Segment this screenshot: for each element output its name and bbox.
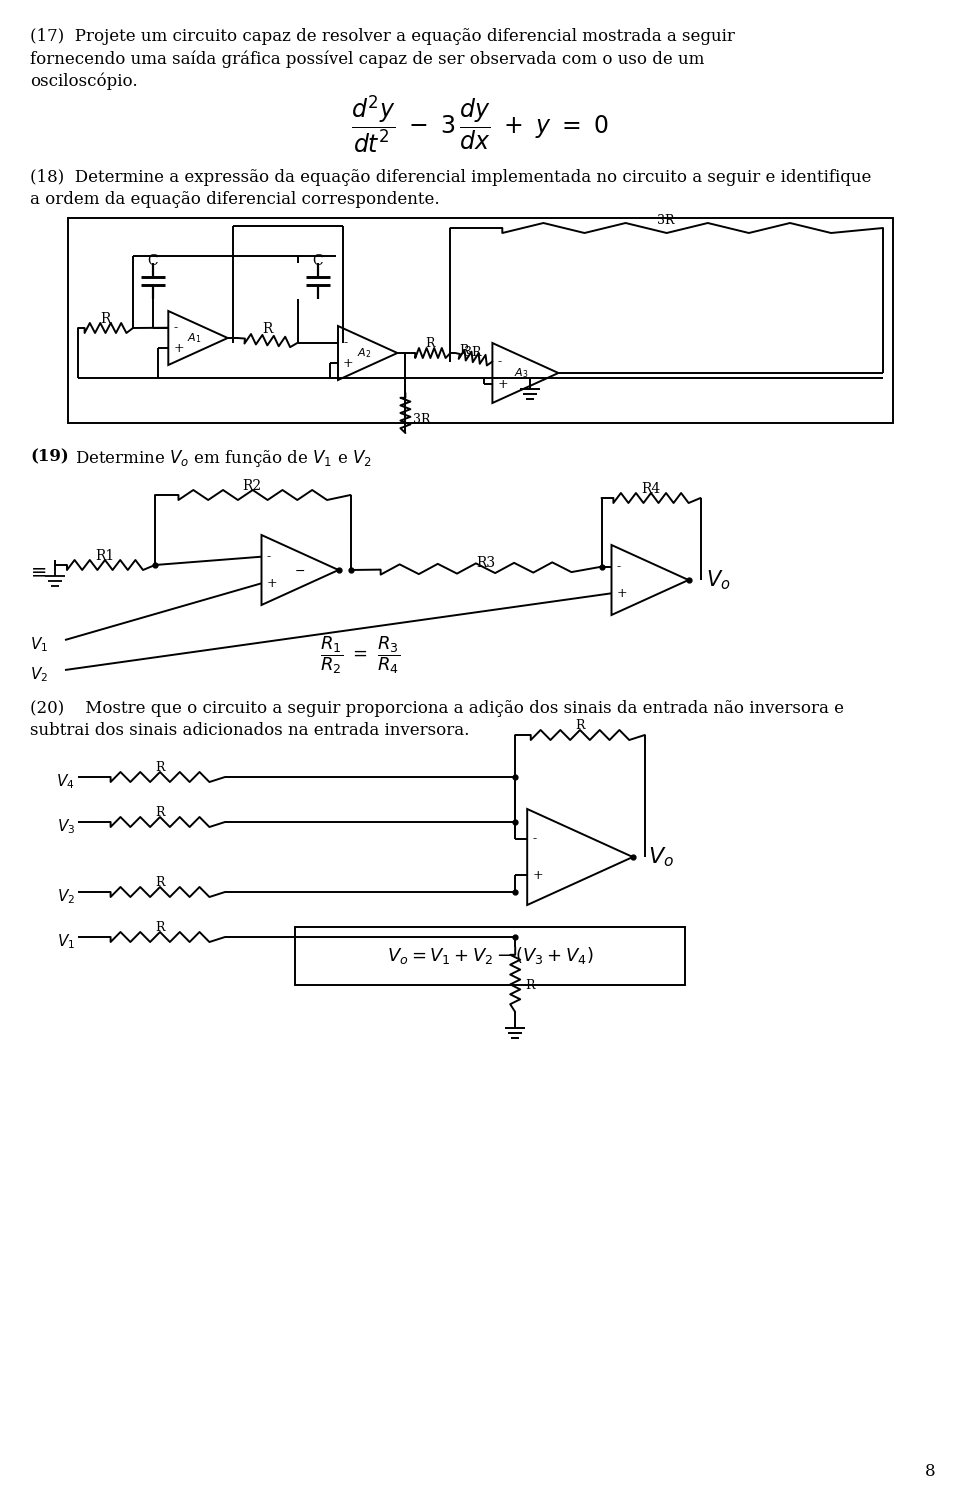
Text: $V_2$: $V_2$ (30, 665, 48, 684)
Text: $\dfrac{d^2y}{dt^2}\ -\ 3\,\dfrac{dy}{dx}\ +\ y\ =\ 0$: $\dfrac{d^2y}{dt^2}\ -\ 3\,\dfrac{dy}{dx… (351, 93, 609, 156)
Text: $A_3$: $A_3$ (515, 367, 529, 380)
Text: (18)  Determine a expressão da equação diferencial implementada no circuito a se: (18) Determine a expressão da equação di… (30, 169, 872, 186)
Text: R: R (156, 760, 165, 774)
Text: -: - (343, 337, 348, 349)
Text: C: C (148, 254, 158, 268)
Text: +: + (267, 576, 277, 590)
Text: a ordem da equação diferencial correspondente.: a ordem da equação diferencial correspon… (30, 192, 440, 208)
Text: -: - (267, 551, 271, 563)
Bar (295, 927, 685, 985)
Text: -: - (616, 560, 620, 573)
Text: -: - (174, 322, 178, 334)
Text: $\mathit{V_o = V_1 + V_2 - (V_3 + V_4)}$: $\mathit{V_o = V_1 + V_2 - (V_3 + V_4)}$ (387, 946, 593, 967)
Text: 3R: 3R (465, 346, 482, 359)
Text: $A_2$: $A_2$ (356, 346, 371, 359)
Text: R: R (156, 921, 165, 934)
Text: 3R: 3R (414, 413, 431, 427)
Text: R1: R1 (95, 549, 114, 563)
Text: $\equiv$: $\equiv$ (27, 563, 47, 581)
Text: (17)  Projete um circuito capaz de resolver a equação diferencial mostrada a seg: (17) Projete um circuito capaz de resolv… (30, 28, 734, 45)
Text: fornecendo uma saída gráfica possível capaz de ser observada com o uso de um: fornecendo uma saída gráfica possível ca… (30, 49, 705, 67)
Text: R: R (460, 344, 469, 356)
Text: (20)    Mostre que o circuito a seguir proporciona a adição dos sinais da entrad: (20) Mostre que o circuito a seguir prop… (30, 701, 844, 717)
Text: $\mathit{V_o}$: $\mathit{V_o}$ (707, 569, 732, 591)
Text: $\dfrac{R_1}{R_2}\ =\ \dfrac{R_3}{R_4}$: $\dfrac{R_1}{R_2}\ =\ \dfrac{R_3}{R_4}$ (320, 635, 400, 675)
Text: +: + (174, 341, 184, 355)
Text: -: - (532, 832, 537, 846)
Text: -: - (497, 355, 501, 368)
Text: $V_1$: $V_1$ (57, 933, 75, 951)
Bar (68, 219, 893, 424)
Text: R4: R4 (641, 482, 660, 496)
Text: $V_4$: $V_4$ (57, 772, 75, 790)
Text: $-$: $-$ (295, 563, 305, 576)
Text: R: R (525, 979, 535, 993)
Text: R: R (100, 311, 110, 326)
Text: R: R (575, 719, 585, 732)
Text: R: R (425, 337, 435, 350)
Text: R3: R3 (476, 555, 495, 570)
Text: (19): (19) (30, 448, 69, 466)
Text: R: R (156, 805, 165, 819)
Text: osciloscópio.: osciloscópio. (30, 72, 137, 90)
Text: subtrai dos sinais adicionados na entrada inversora.: subtrai dos sinais adicionados na entrad… (30, 722, 469, 740)
Text: $V_1$: $V_1$ (30, 635, 48, 654)
Text: +: + (532, 868, 542, 882)
Text: R: R (156, 876, 165, 889)
Text: $V_3$: $V_3$ (57, 817, 75, 835)
Text: +: + (497, 377, 508, 391)
Text: $\mathit{V_o}$: $\mathit{V_o}$ (648, 846, 674, 868)
Text: Determine $V_o$ em função de $V_1$ e $V_2$: Determine $V_o$ em função de $V_1$ e $V_… (75, 448, 372, 469)
Text: $A_1$: $A_1$ (187, 331, 202, 344)
Text: C: C (312, 254, 323, 268)
Text: 8: 8 (924, 1463, 935, 1481)
Text: R: R (262, 322, 273, 335)
Text: 3R: 3R (658, 214, 675, 228)
Text: +: + (616, 587, 627, 600)
Text: +: + (343, 356, 353, 370)
Text: R2: R2 (243, 479, 261, 493)
Text: $V_2$: $V_2$ (57, 888, 75, 906)
